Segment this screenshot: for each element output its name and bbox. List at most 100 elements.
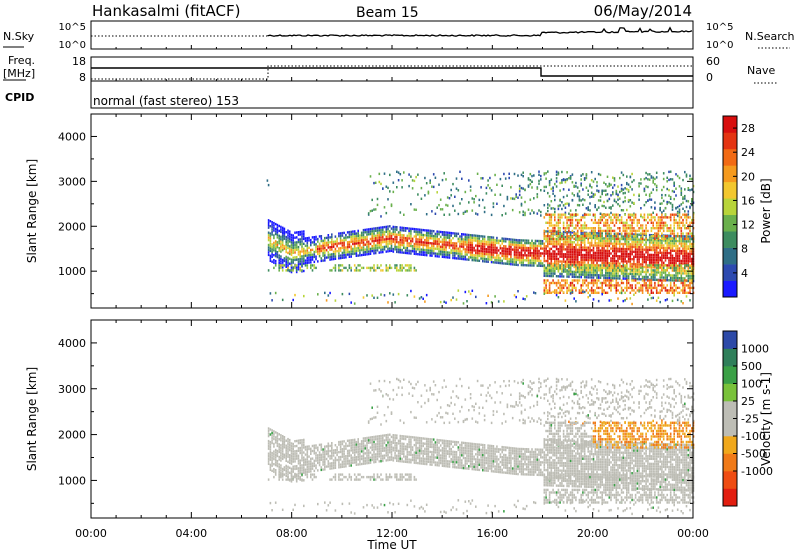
power-cell [610,183,612,186]
power-cell [320,249,323,253]
power-cell [687,255,690,258]
power-cell [548,216,551,219]
power-cell [587,249,589,252]
power-cell [564,284,567,287]
power-cell [376,203,379,207]
power-cell [482,252,484,255]
power-cell [503,245,505,248]
power-cell [641,279,644,282]
power-cell [266,179,269,182]
power-cell [573,241,575,244]
power-cell [589,209,591,212]
power-cell [288,240,291,243]
power-cell [589,241,591,245]
power-cell [515,195,517,198]
velocity-cell [273,475,275,479]
power-cell [590,195,593,198]
power-cell [627,243,630,246]
power-cell [564,299,567,302]
power-cell [378,241,381,244]
power-cell [401,234,403,237]
power-cell [415,230,417,233]
power-cell [547,272,549,275]
power-cell [612,192,614,196]
power-cell [274,222,277,226]
power-cell [671,279,674,282]
power-cell [638,255,640,259]
power-cell [673,244,675,248]
power-cell [369,252,372,255]
power-cell [669,256,672,260]
power-cell [280,230,282,233]
power-cell [592,180,595,183]
power-cell [429,232,431,235]
power-cell [666,276,668,279]
power-cell [362,231,365,234]
power-cell [562,213,565,216]
power-cell [626,266,628,270]
power-cell [332,253,335,256]
nave-tick-bottom: 0 [706,71,713,84]
power-cell [596,281,598,285]
power-cell [432,242,435,245]
power-cell [390,242,393,245]
power-cell [533,256,535,260]
power-cell [596,251,598,255]
power-cell [643,213,646,216]
power-cell [568,235,570,238]
power-cell [648,273,651,276]
power-cell [643,243,646,246]
power-cell [276,231,279,234]
power-cell [318,242,321,245]
power-cell [506,262,509,265]
power-cell [468,179,470,182]
power-cell [578,263,581,266]
velocity-cell [281,470,284,473]
power-cell [585,289,588,292]
power-cell [557,204,560,208]
power-cell [589,183,591,186]
power-cell [675,218,677,222]
power-cell [647,213,649,216]
power-cell [647,264,649,267]
power-cell [329,236,331,239]
power-cell [682,221,684,224]
power-cell [601,244,603,247]
power-cell [682,242,684,245]
power-cell [411,179,414,182]
power-cell [343,249,345,252]
power-cell [562,275,565,278]
power-cell [496,249,498,252]
power-cell [325,256,328,259]
power-cell [418,250,421,254]
power-cell [585,176,588,180]
power-cell [603,252,605,255]
power-cell [568,253,570,256]
power-cell [575,233,577,237]
power-cell [292,236,294,240]
power-cell [376,231,379,235]
power-cell [508,238,510,241]
power-cell [687,232,690,235]
power-cell [418,253,421,256]
power-cell [566,202,568,205]
power-cell [550,265,553,268]
power-cell [376,249,379,252]
power-cell [568,238,570,241]
power-cell [566,245,568,249]
power-cell [594,271,596,274]
power-cell [666,244,668,247]
power-cell [545,252,547,255]
power-cell [627,183,630,186]
power-cell [640,253,642,256]
power-cell [669,197,672,200]
power-cell [554,289,556,292]
power-cell [601,261,603,265]
power-cell [643,218,646,222]
power-cell [543,259,546,263]
power-cell [562,248,565,251]
power-cell [596,259,598,262]
power-cell [613,245,616,248]
power-cell [669,232,672,235]
power-cell [520,246,523,249]
